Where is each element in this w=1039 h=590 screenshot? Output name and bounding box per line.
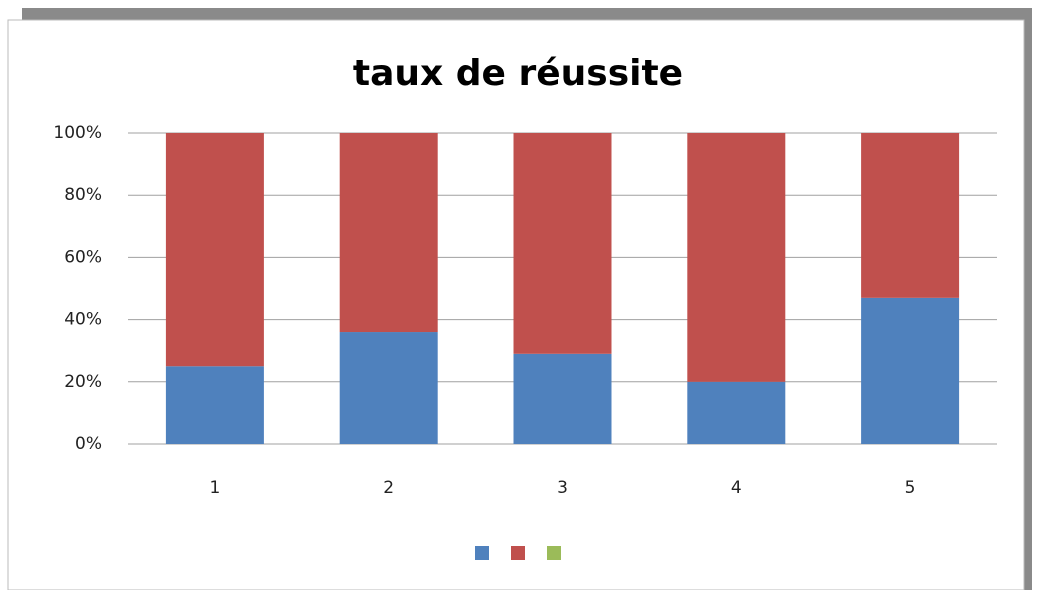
bar-segment xyxy=(339,332,438,444)
x-tick-label: 5 xyxy=(905,478,916,498)
bar-segment xyxy=(687,381,786,444)
bar-segment xyxy=(861,297,960,444)
bar-segment xyxy=(165,366,264,444)
y-tick-label: 60% xyxy=(64,247,102,267)
legend-swatch xyxy=(511,546,525,560)
y-tick-label: 40% xyxy=(64,310,102,330)
x-tick-label: 1 xyxy=(209,478,220,498)
bar-segment xyxy=(513,353,612,444)
bar-segment xyxy=(339,133,438,333)
y-tick-label: 100% xyxy=(53,123,102,143)
bar-segment xyxy=(513,133,612,354)
bar-segment xyxy=(861,133,960,298)
y-tick-label: 0% xyxy=(75,434,102,454)
bar-segment xyxy=(165,133,264,367)
x-tick-label: 2 xyxy=(383,478,394,498)
legend-swatch xyxy=(475,546,489,560)
y-tick-label: 20% xyxy=(64,372,102,392)
legend-swatch xyxy=(547,546,561,560)
x-tick-label: 4 xyxy=(731,478,742,498)
chart-title: taux de réussite xyxy=(353,53,683,94)
bar-segment xyxy=(687,133,786,382)
frame-shadow-top xyxy=(22,8,1032,20)
y-tick-label: 80% xyxy=(64,185,102,205)
frame-shadow-right xyxy=(1024,8,1032,590)
x-tick-label: 3 xyxy=(557,478,568,498)
